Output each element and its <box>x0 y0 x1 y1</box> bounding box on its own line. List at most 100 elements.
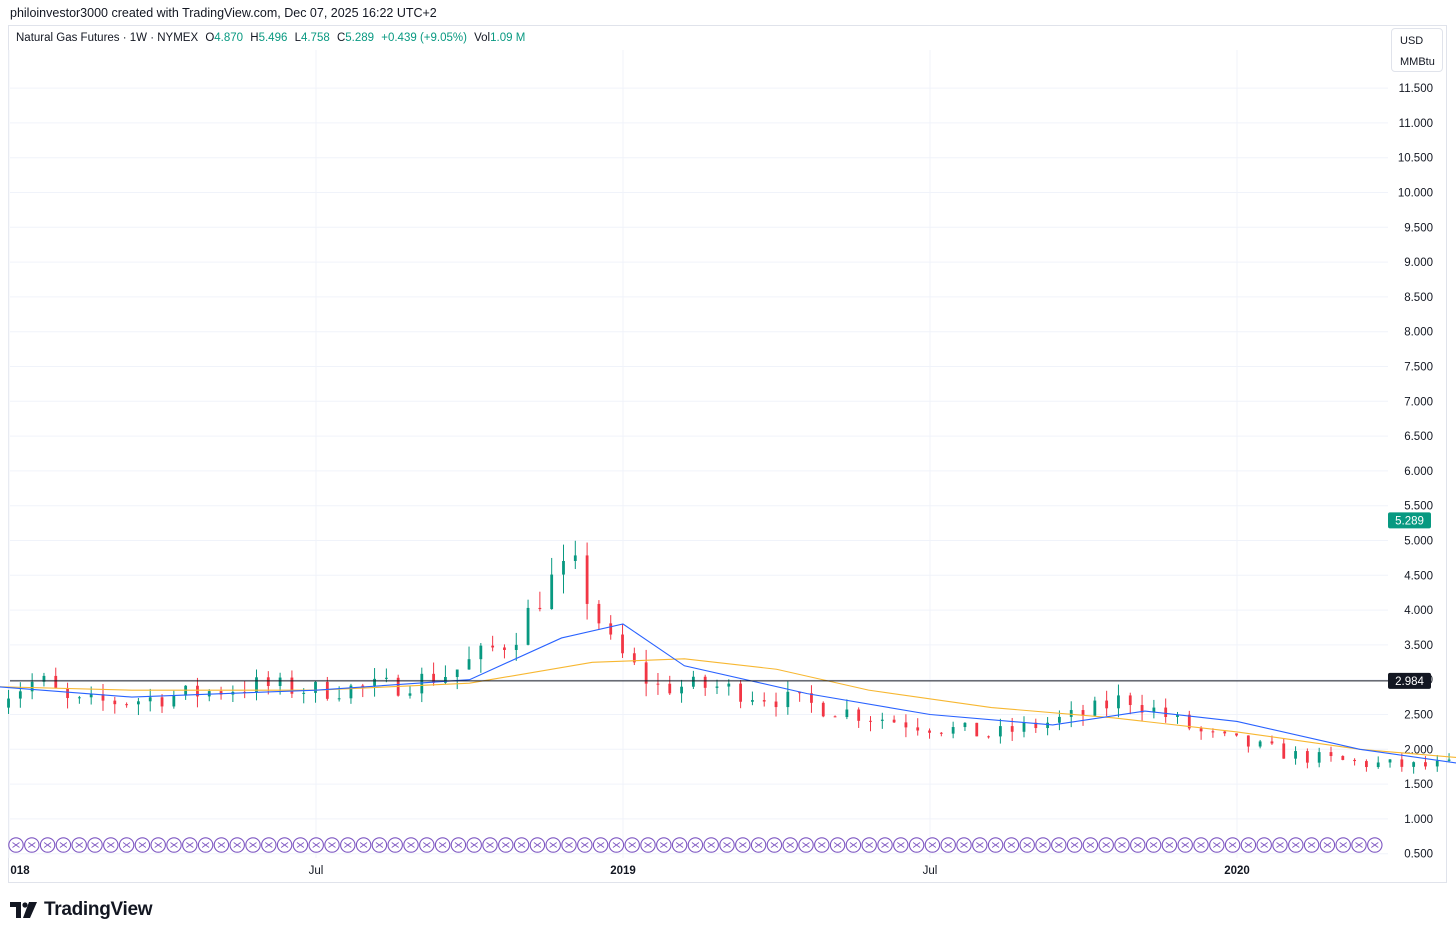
event-marker-glyph <box>1197 842 1205 848</box>
x-tick-label: 2020 <box>1224 865 1250 877</box>
candle-body <box>939 732 943 734</box>
candle-body <box>361 685 365 687</box>
attribution-text: philoinvestor3000 created with TradingVi… <box>10 6 437 20</box>
candle-body <box>1329 752 1333 757</box>
candle-body <box>1140 705 1144 713</box>
currency-unit-button[interactable]: USD MMBtu <box>1391 28 1443 72</box>
event-marker-glyph <box>265 842 273 848</box>
candle-body <box>1435 760 1439 767</box>
event-marker-glyph <box>928 842 937 848</box>
event-marker-glyph <box>1102 842 1110 848</box>
candle-body <box>857 709 861 721</box>
candle-body <box>503 647 506 650</box>
event-marker-glyph <box>1134 842 1142 848</box>
event-marker-glyph <box>976 842 984 848</box>
candle-body <box>904 722 908 728</box>
candle-body <box>1270 741 1274 744</box>
level-price-label: 2.984 <box>1395 676 1424 688</box>
candle-body <box>1376 762 1380 768</box>
candle-body <box>1164 707 1168 717</box>
candle-body <box>266 677 270 686</box>
event-marker-glyph <box>470 842 478 848</box>
event-marker-glyph <box>675 842 684 848</box>
candle-body <box>703 676 707 688</box>
candle-body <box>89 694 93 698</box>
symbol-legend[interactable]: Natural Gas Futures · 1W · NYMEX O4.870 … <box>16 32 525 44</box>
candle-body <box>1022 722 1026 732</box>
x-tick-label: Jul <box>309 865 324 877</box>
event-marker-glyph <box>91 842 99 848</box>
y-tick-label: 5.000 <box>1404 536 1433 548</box>
candle-body <box>30 681 34 692</box>
event-marker-glyph <box>138 842 147 848</box>
open-label: O <box>205 32 215 44</box>
event-marker-glyph <box>186 842 194 848</box>
event-marker-glyph <box>1055 842 1063 848</box>
event-marker-glyph <box>75 842 83 848</box>
candle-body <box>444 676 447 683</box>
candle-body <box>1365 761 1368 768</box>
event-marker-glyph <box>1070 842 1079 848</box>
event-marker-glyph <box>486 842 494 848</box>
candle-body <box>1341 756 1345 760</box>
candle-body <box>1093 700 1097 716</box>
candle-body <box>7 698 10 708</box>
event-marker-glyph <box>1039 842 1047 848</box>
event-marker-glyph <box>802 842 810 848</box>
event-marker-glyph <box>644 842 652 848</box>
y-tick-label: 9.500 <box>1404 222 1433 234</box>
slow-moving-average-line <box>0 658 1456 759</box>
candle-body <box>290 677 294 694</box>
y-tick-label: 2.500 <box>1404 710 1433 722</box>
candle-body <box>987 736 990 738</box>
candle-body <box>514 644 518 650</box>
open-value: 4.870 <box>214 32 244 44</box>
candle-body <box>302 692 306 694</box>
candle-body <box>928 730 931 733</box>
x-tick-label: Jul <box>923 865 938 877</box>
event-marker-glyph <box>517 842 526 848</box>
last-price-label: 5.289 <box>1395 515 1424 527</box>
candle-body <box>1152 707 1156 713</box>
candle-body <box>1305 751 1309 763</box>
event-marker-glyph <box>154 842 162 848</box>
event-marker-glyph <box>881 842 889 848</box>
candle-body <box>691 676 695 687</box>
candle-body <box>526 607 530 645</box>
low-value: 4.758 <box>300 32 330 44</box>
candle-body <box>148 697 152 702</box>
candle-body <box>137 701 140 705</box>
candle-body <box>432 673 436 683</box>
event-marker-glyph <box>1371 842 1379 848</box>
close-value: 5.289 <box>345 32 375 44</box>
candle-body <box>420 673 424 694</box>
event-marker-glyph <box>1323 842 1332 848</box>
candle-body <box>1176 714 1179 717</box>
candle-body <box>1058 716 1061 723</box>
tradingview-logo[interactable]: TradingView <box>10 898 153 922</box>
candle-body <box>314 681 317 693</box>
y-tick-label: 1.500 <box>1404 779 1433 791</box>
event-marker-glyph <box>723 842 731 848</box>
high-label: H <box>250 32 259 44</box>
y-tick-label: 11.000 <box>1399 118 1433 130</box>
candle-body <box>1258 741 1262 747</box>
candle-body <box>538 607 542 610</box>
event-marker-glyph <box>201 842 210 848</box>
event-marker-glyph <box>1276 842 1284 848</box>
event-marker-glyph <box>344 842 352 848</box>
candle-body <box>810 693 813 703</box>
candle-body <box>42 675 46 682</box>
candle-body <box>113 700 117 705</box>
candle-body <box>573 555 577 561</box>
unit-label: MMBtu <box>1400 56 1435 68</box>
candle-body <box>219 691 223 695</box>
event-marker-glyph <box>1118 842 1126 848</box>
event-marker-glyph <box>1355 842 1363 848</box>
event-marker-glyph <box>533 842 542 848</box>
y-tick-label: 7.000 <box>1404 396 1433 408</box>
candle-body <box>644 662 648 684</box>
event-marker-glyph <box>786 842 794 848</box>
candle-body <box>325 681 329 699</box>
